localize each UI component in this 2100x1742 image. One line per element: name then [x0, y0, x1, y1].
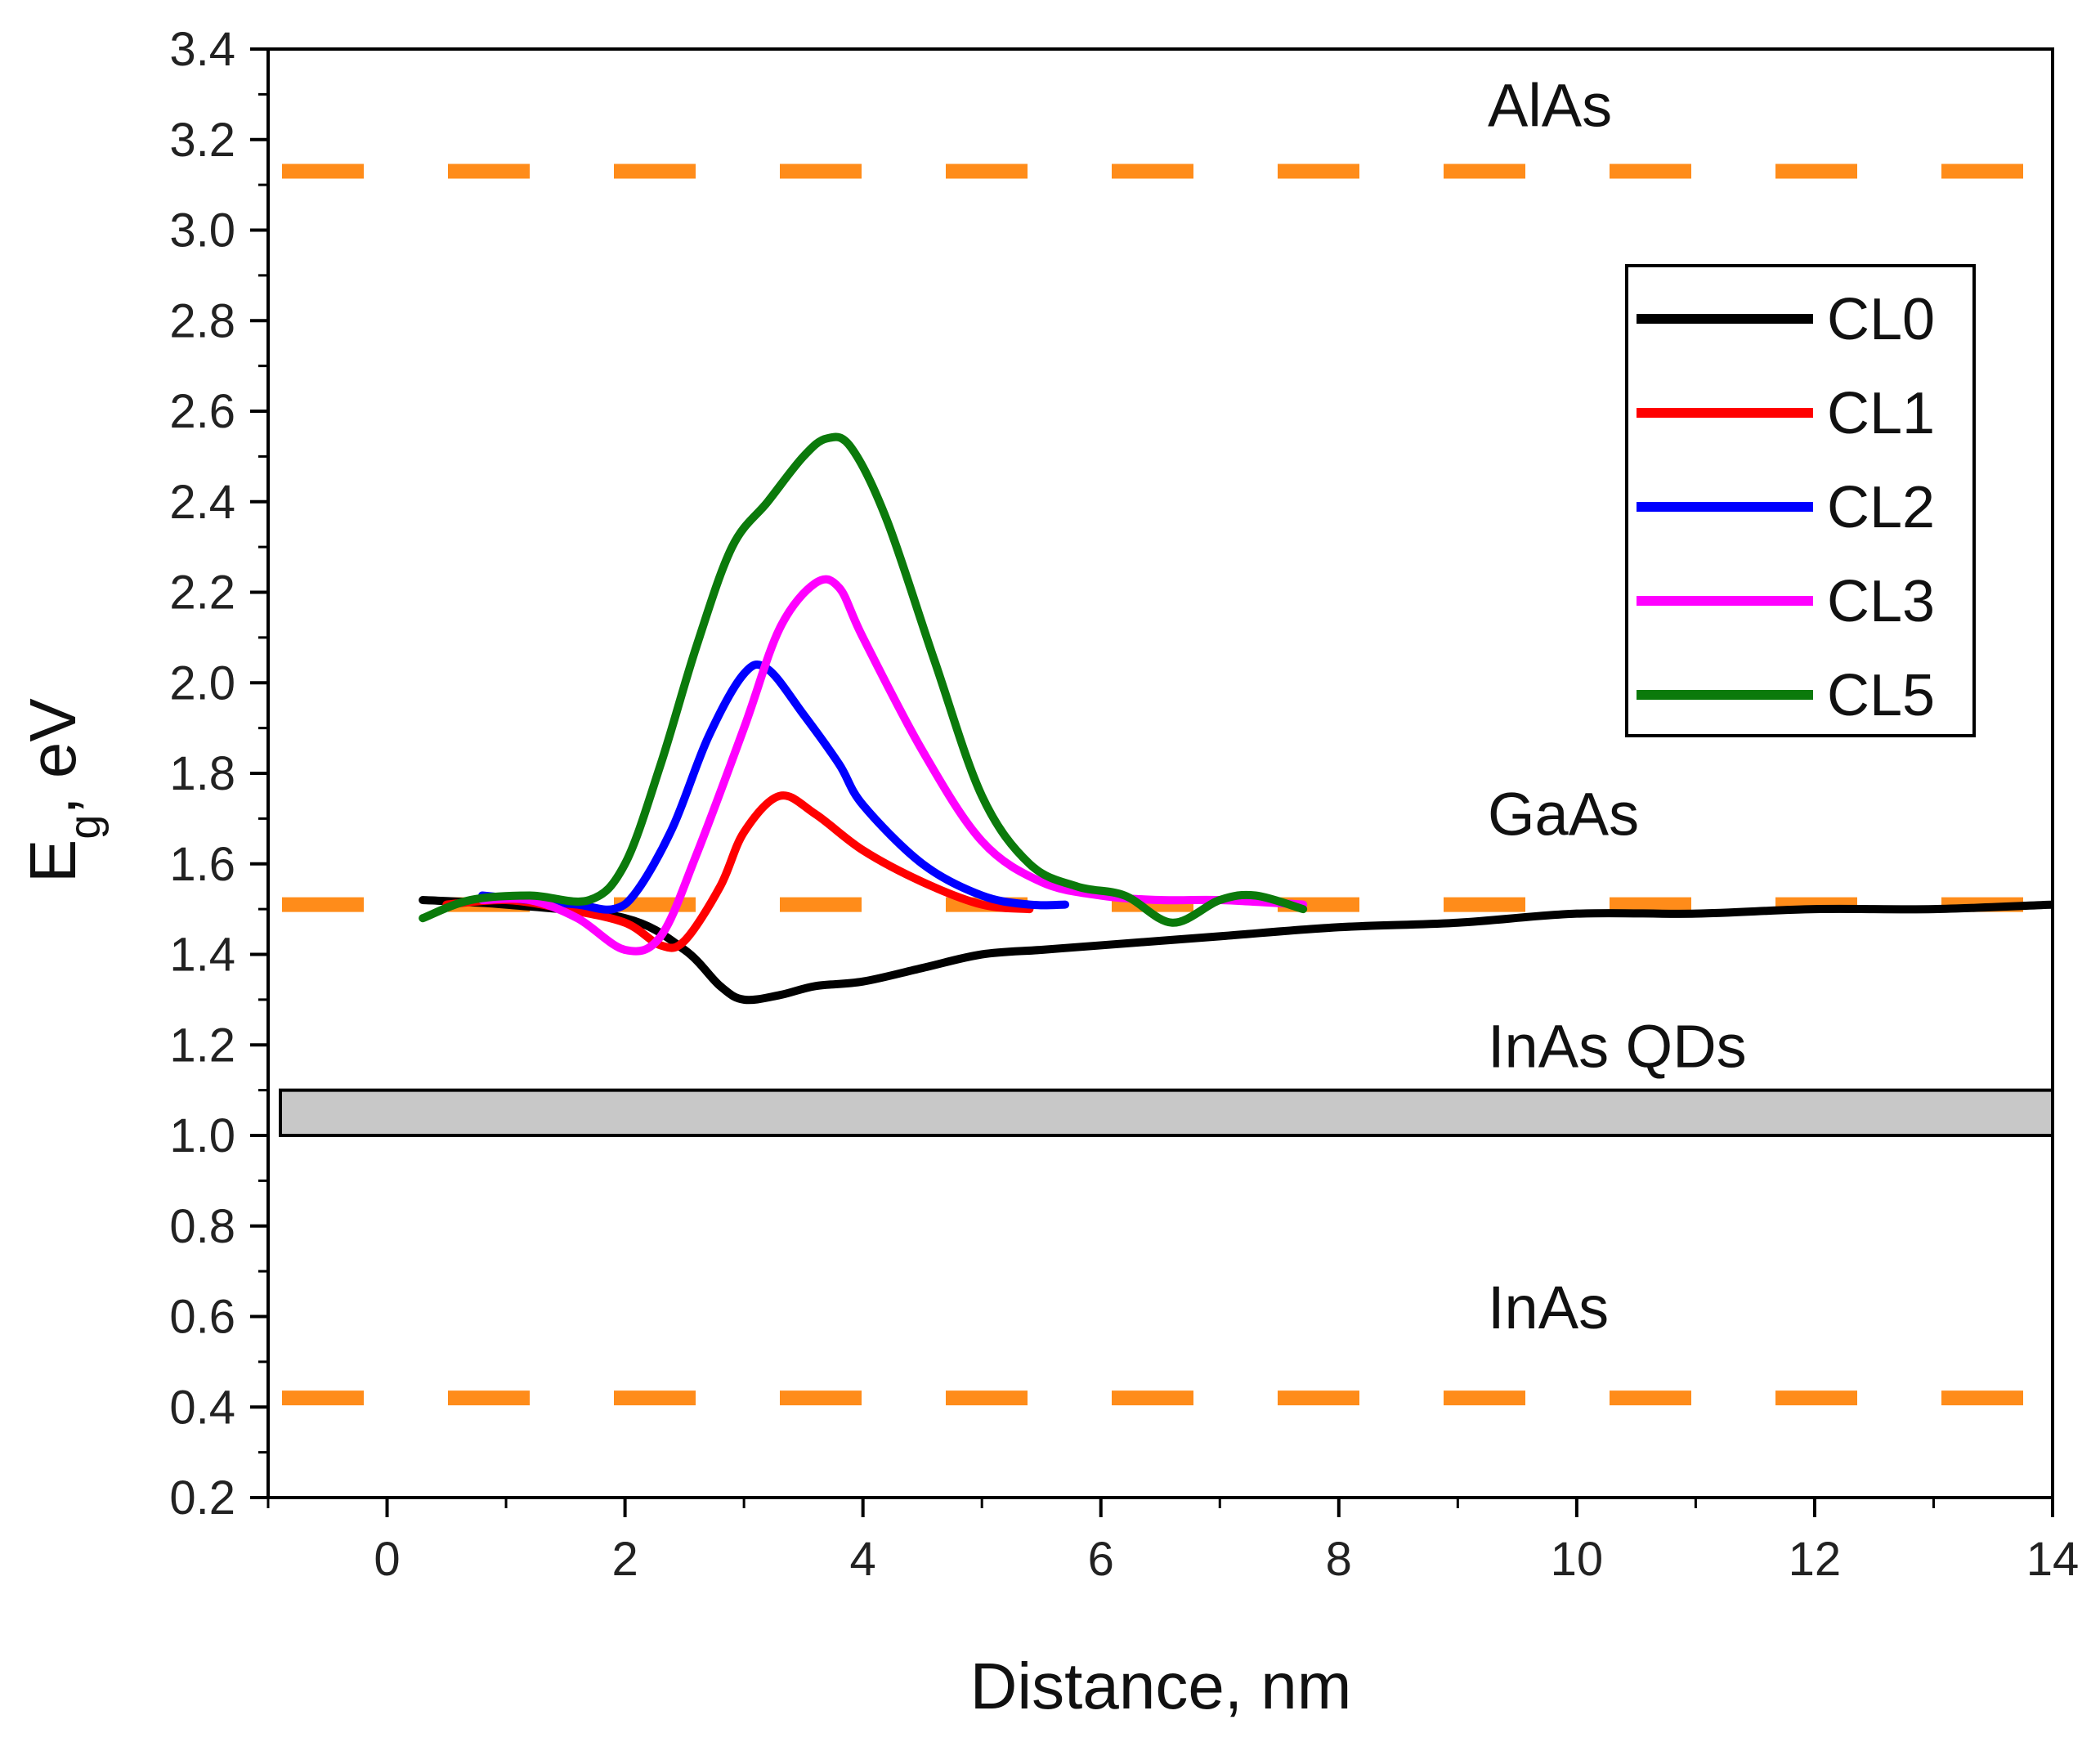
series-line-cl1 [442, 791, 1034, 952]
y-tick-label: 2.8 [169, 294, 235, 347]
data-series [419, 432, 2053, 1005]
legend-label-cl5: CL5 [1827, 663, 1935, 728]
y-tick-label: 3.2 [169, 114, 235, 167]
y-tick-label: 0.8 [169, 1200, 235, 1253]
y-tick-label: 1.2 [169, 1019, 235, 1072]
annotation-inas-qds: InAs QDs [1488, 1013, 1747, 1081]
series-line-cl5 [419, 432, 1308, 927]
legend-label-cl1: CL1 [1827, 381, 1935, 446]
y-tick-label: 0.2 [169, 1471, 235, 1525]
y-tick-label: 2.4 [169, 476, 235, 529]
legend-label-cl3: CL3 [1827, 569, 1935, 634]
inas-qds-band [279, 1088, 2054, 1137]
y-axis-title: Eg, eV [16, 698, 110, 883]
x-tick-label: 6 [1088, 1533, 1114, 1586]
x-tick-label: 8 [1326, 1533, 1352, 1586]
legend-label-cl0: CL0 [1827, 287, 1935, 352]
y-tick-label: 0.4 [169, 1381, 235, 1434]
y-axis-title-rest: , eV [16, 698, 89, 815]
x-tick-label: 2 [611, 1533, 638, 1586]
y-tick-label: 1.6 [169, 838, 235, 891]
y-tick-label: 0.6 [169, 1291, 235, 1344]
y-tick-label: 3.4 [169, 23, 235, 76]
series-line-cl3 [477, 575, 1308, 956]
series-line-cl2 [477, 661, 1070, 914]
y-tick-label: 1.0 [169, 1109, 235, 1162]
y-axis-title-main: E [16, 840, 89, 883]
y-tick-label: 2.6 [169, 385, 235, 438]
y-axis-title-sub: g [60, 815, 110, 840]
annotation-gaas: GaAs [1488, 781, 1639, 849]
annotation-alas: AlAs [1488, 72, 1612, 140]
x-tick-label: 12 [1789, 1533, 1842, 1586]
legend-box [1625, 264, 1976, 737]
axis-ticks: 0.2 0.4 0.6 0.8 1.0 1.2 1.4 1.6 1.8 2.0 2.2 2.4 2.6 2… [169, 23, 2079, 1586]
y-tick-label: 2.0 [169, 656, 235, 710]
x-axis-title: Distance, nm [970, 1650, 1352, 1722]
x-tick-label: 0 [374, 1533, 400, 1586]
legend-label-cl2: CL2 [1827, 475, 1935, 540]
qd-band-layer [279, 1088, 2054, 1137]
reference-lines [282, 163, 2053, 1406]
y-tick-label: 1.4 [169, 929, 235, 982]
x-tick-label: 14 [2026, 1533, 2080, 1586]
y-tick-label: 2.2 [169, 566, 235, 620]
x-tick-label: 10 [1551, 1533, 1604, 1586]
series-line-cl0 [419, 896, 2053, 1005]
y-tick-label: 3.0 [169, 204, 235, 257]
annotation-inas: InAs [1488, 1274, 1609, 1341]
y-tick-label: 1.8 [169, 747, 235, 800]
x-tick-label: 4 [850, 1533, 876, 1586]
legend: CL0 CL1 CL2 CL3 CL5 [1625, 264, 1976, 737]
